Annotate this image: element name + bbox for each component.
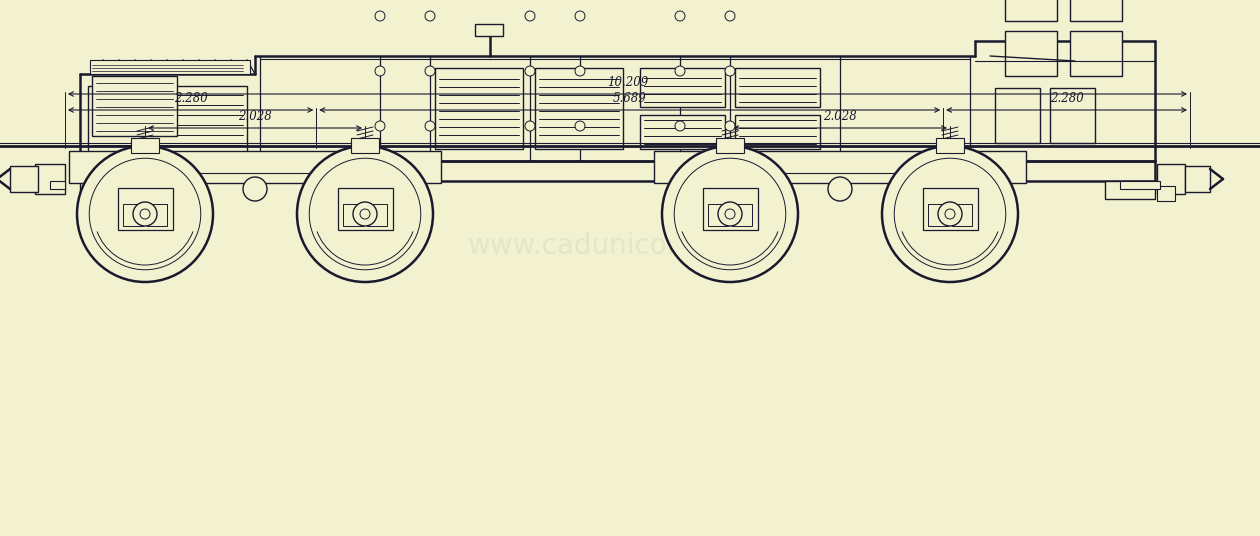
Circle shape [828,177,852,201]
Text: 2.028: 2.028 [238,110,272,123]
Circle shape [724,121,735,131]
Circle shape [724,209,735,219]
Bar [1105,181,1155,199]
Bar [1157,186,1176,201]
Circle shape [89,158,200,270]
Circle shape [375,11,386,21]
Text: 5.689: 5.689 [612,92,646,105]
Circle shape [525,121,536,131]
Bar [640,115,724,149]
Bar [536,68,622,149]
Bar [703,188,759,230]
Circle shape [375,121,386,131]
Bar [929,204,948,226]
Bar [708,204,728,226]
Text: 2.028: 2.028 [823,110,857,123]
Circle shape [718,202,742,226]
Bar [1070,0,1121,21]
Bar [1050,88,1095,143]
Circle shape [353,202,377,226]
Bar [89,60,249,74]
Bar [35,164,66,194]
Circle shape [937,202,961,226]
Circle shape [309,158,421,270]
Circle shape [140,209,150,219]
Bar [147,204,168,226]
Bar [79,161,1155,181]
Bar [1184,166,1210,192]
Circle shape [575,11,585,21]
Bar [735,115,820,149]
Bar [732,204,752,226]
Bar [1157,164,1184,194]
Bar [10,166,38,192]
Circle shape [724,11,735,21]
Circle shape [375,66,386,76]
Bar [79,181,130,199]
Bar [118,188,173,230]
Circle shape [675,121,685,131]
Bar [69,151,441,183]
Text: 10.209: 10.209 [607,76,648,89]
Circle shape [525,11,536,21]
Bar [352,138,379,153]
Circle shape [724,66,735,76]
Bar [924,188,978,230]
Circle shape [674,158,786,270]
Bar [92,76,176,136]
Circle shape [77,146,213,282]
Bar [1005,31,1057,76]
Bar [123,204,142,226]
Bar [50,181,66,189]
Circle shape [575,121,585,131]
Circle shape [360,209,370,219]
Circle shape [575,66,585,76]
Text: www.cadunico.com.br: www.cadunico.com.br [467,232,772,260]
Bar [640,68,724,107]
Circle shape [675,66,685,76]
Bar [716,138,743,153]
Bar [936,138,964,153]
Circle shape [425,121,435,131]
Bar [88,86,247,153]
Bar [435,68,523,149]
Circle shape [425,11,435,21]
Circle shape [134,202,158,226]
Bar [995,88,1040,143]
Circle shape [675,11,685,21]
Bar [1070,31,1121,76]
Circle shape [243,177,267,201]
Circle shape [297,146,433,282]
Circle shape [525,66,536,76]
Circle shape [662,146,798,282]
Bar [654,151,1026,183]
Text: 2.280: 2.280 [174,92,208,105]
Bar [131,138,159,153]
Circle shape [425,66,435,76]
Circle shape [945,209,955,219]
Bar [953,204,971,226]
Bar [1120,181,1160,189]
Bar [735,68,820,107]
Circle shape [895,158,1005,270]
Bar [367,204,387,226]
Bar [1005,0,1057,21]
Bar [338,188,393,230]
Text: 2.280: 2.280 [1050,92,1084,105]
Circle shape [882,146,1018,282]
Bar [475,24,503,36]
Bar [343,204,363,226]
